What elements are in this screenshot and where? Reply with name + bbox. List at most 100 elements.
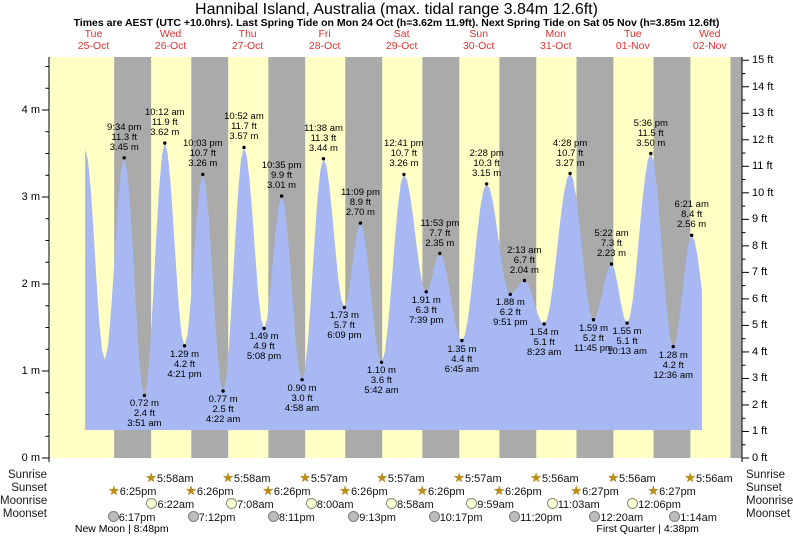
tide-label-line: 5:22 am	[594, 227, 629, 239]
tide-label-line: 3.26 m	[389, 158, 419, 170]
astro-time: 6:25pm	[119, 486, 157, 498]
day-weekday: Sat	[393, 28, 410, 40]
high-tide-label: 9:34 pm 11.3 ft 3.45 m	[82, 122, 166, 153]
tide-label-line: 11:45 pm	[574, 342, 613, 354]
moonrise-marker: 8:58am	[385, 495, 434, 513]
y-axis-label-m: 2 m	[21, 278, 40, 290]
astro-row-label-right: Moonrise	[746, 495, 793, 507]
tide-label-line: 3.01 m	[267, 180, 297, 192]
tide-label-line: 6:21 am	[674, 199, 709, 211]
page-title: Hannibal Island, Australia (max. tidal r…	[195, 1, 598, 18]
tide-label-line: 2.70 m	[345, 207, 375, 219]
tide-extreme-dot	[300, 378, 304, 382]
moonrise-marker: 8:00am	[305, 495, 354, 513]
y-axis-label-ft: 4 ft	[752, 345, 768, 358]
moon-phase-label: First Quarter | 4:38pm	[596, 523, 699, 535]
tide-extreme-dot	[625, 321, 629, 325]
tide-label-line: 10:13 am	[607, 346, 647, 358]
axes	[42, 57, 749, 462]
moonrise-marker: 12:06pm	[627, 495, 681, 513]
y-axis-label-ft: 7 ft	[752, 266, 768, 279]
low-tide-label: 1.29 m 4.2 ft 4:21 pm	[143, 349, 227, 380]
moon-phase-label: New Moon | 8:48pm	[74, 523, 169, 535]
tide-label-line: 4.9 ft	[253, 341, 275, 353]
tide-extreme-dot	[358, 221, 363, 225]
tide-extreme-dot	[221, 389, 225, 393]
y-axis-label-ft: 14 ft	[752, 80, 774, 93]
tide-extreme-dot	[649, 151, 653, 156]
tide-label-line: 1.54 m	[529, 327, 559, 339]
tide-extreme-dot	[342, 305, 347, 310]
sunrise-star-icon: ★	[222, 470, 234, 485]
tide-label-line: 3.57 m	[229, 131, 259, 143]
tide-extreme-dot	[321, 157, 326, 161]
moonset-icon	[428, 511, 440, 522]
sunset-marker: ★6:27pm	[570, 482, 618, 500]
low-tide-label: 1.55 m 5.1 ft 10:13 am	[585, 327, 669, 357]
y-axis-label-m: 0 m	[21, 452, 40, 464]
tide-label-line: 1.28 m	[658, 349, 688, 361]
day-weekday: Tue	[84, 28, 103, 40]
tide-label-line: 7:39 pm	[409, 314, 444, 326]
y-axis-label-ft: 13 ft	[752, 107, 774, 120]
low-tide-label: 0.90 m 3.0 ft 4:58 am	[260, 382, 344, 414]
astro-time: 8:11pm	[278, 512, 315, 524]
astro-time: 6:26pm	[505, 486, 542, 498]
sunrise-marker: ★5:56am	[530, 469, 578, 487]
tide-label-line: 1.73 m	[329, 310, 359, 322]
astro-time: 6:26pm	[427, 486, 465, 498]
sunrise-marker: ★5:56am	[607, 469, 655, 487]
sunrise-marker: ★5:58am	[145, 469, 193, 487]
tide-extreme-dot	[690, 233, 694, 237]
sunset-star-icon: ★	[262, 483, 274, 498]
tide-label-line: 11.5 ft	[637, 127, 664, 139]
tide-label-line: 0.90 m	[287, 382, 317, 394]
tide-extreme-dot	[484, 182, 489, 186]
tide-label-line: 4.4 ft	[451, 353, 473, 365]
y-axis-label-ft: 2 ft	[752, 398, 768, 411]
day-date: 01-Nov	[615, 40, 650, 52]
tide-label-line: 0.72 m	[129, 398, 159, 410]
tide-label-line: 12:41 pm	[384, 138, 424, 150]
sunset-marker: ★6:26pm	[416, 482, 464, 500]
sunrise-marker: ★5:57am	[376, 469, 424, 487]
tide-extreme-dot	[262, 326, 266, 331]
tide-label-line: 3.45 m	[109, 141, 139, 153]
high-tide-label: 11:38 am 11.3 ft 3.44 m	[281, 122, 365, 154]
moonrise-icon	[146, 498, 158, 509]
tide-label-line: 3.62 m	[150, 127, 180, 139]
tide-label-line: 11:38 am	[304, 122, 343, 134]
y-axis-label-ft: 10 ft	[752, 186, 774, 199]
day-weekday: Tue	[623, 28, 642, 40]
tide-label-line: 10.7 ft	[390, 148, 418, 160]
tide-label-line: 1.91 m	[411, 294, 441, 306]
day-label: Wed 02-Nov	[672, 28, 748, 52]
tide-label-line: 10:03 pm	[183, 138, 223, 150]
sunrise-star-icon: ★	[530, 470, 542, 485]
moonrise-icon	[627, 498, 639, 509]
tide-label-line: 4:21 pm	[167, 368, 202, 380]
sunrise-star-icon: ★	[453, 470, 465, 485]
day-label: Mon 31-Oct	[518, 28, 594, 52]
tide-label-line: 6:45 am	[444, 363, 480, 375]
tide-extreme-dot	[163, 141, 167, 145]
tide-label-line: 10:35 pm	[261, 160, 302, 172]
tide-extreme-dot	[591, 318, 596, 322]
moonrise-marker: 7:08am	[225, 495, 274, 513]
astro-row-label-right: Sunset	[746, 482, 782, 494]
y-axis-label-ft: 3 ft	[752, 372, 768, 385]
astro-time: 6:26pm	[273, 486, 311, 498]
tide-label-line: 2.23 m	[596, 247, 627, 259]
day-date: 26-Oct	[154, 40, 187, 52]
day-label: Sun 30-Oct	[441, 28, 517, 52]
tide-label-line: 4:28 pm	[552, 137, 588, 149]
moonset-icon	[589, 511, 601, 522]
tide-label-line: 11.3 ft	[111, 131, 138, 143]
tide-label-line: 2.04 m	[509, 264, 539, 276]
moonset-icon	[187, 511, 199, 522]
tide-label-line: 10.7 ft	[189, 148, 217, 160]
astro-time: 7:12pm	[198, 512, 236, 524]
tide-label-line: 5:42 am	[364, 385, 399, 397]
tide-label-line: 4:22 am	[205, 414, 241, 425]
